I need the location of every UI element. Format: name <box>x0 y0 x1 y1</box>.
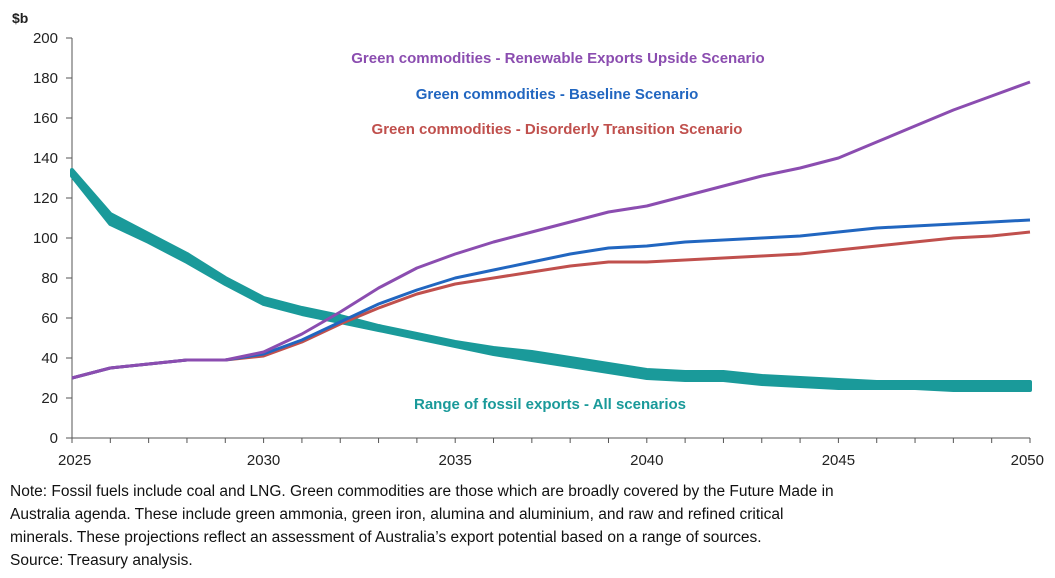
x-tick-label: 2030 <box>247 452 280 469</box>
x-tick-label: 2035 <box>439 452 472 469</box>
series-label-baseline: Green commodities - Baseline Scenario <box>416 86 699 103</box>
series-label-fossil-range: Range of fossil exports - All scenarios <box>414 396 686 413</box>
chart-notes: Note: Fossil fuels include coal and LNG.… <box>10 480 1055 572</box>
y-tick-label: 120 <box>33 190 58 207</box>
series-label-renewable-upside: Green commodities - Renewable Exports Up… <box>351 50 764 67</box>
y-tick-label: 60 <box>41 310 58 327</box>
y-tick-label: 200 <box>33 30 58 47</box>
y-tick-label: 40 <box>41 350 58 367</box>
y-tick-label: 80 <box>41 270 58 287</box>
y-tick-label: 20 <box>41 390 58 407</box>
x-tick-label: 2040 <box>630 452 663 469</box>
x-tick-label: 2050 <box>1011 452 1044 469</box>
x-tick-label: 2025 <box>58 452 91 469</box>
y-tick-label: 100 <box>33 230 58 247</box>
y-axis-unit: $b <box>12 10 28 26</box>
note-line-2: Australia agenda. These include green am… <box>10 503 1055 526</box>
y-tick-label: 180 <box>33 70 58 87</box>
note-line-3: minerals. These projections reflect an a… <box>10 526 1055 549</box>
x-tick-label: 2045 <box>822 452 855 469</box>
y-tick-label: 140 <box>33 150 58 167</box>
source-note: Source: Treasury analysis. <box>10 549 1055 572</box>
y-tick-label: 0 <box>50 430 58 447</box>
series-fossil-range-band <box>72 170 1030 390</box>
y-tick-label: 160 <box>33 110 58 127</box>
series-label-disorderly-transition: Green commodities - Disorderly Transitio… <box>372 121 743 138</box>
note-line-1: Note: Fossil fuels include coal and LNG.… <box>10 480 1055 503</box>
